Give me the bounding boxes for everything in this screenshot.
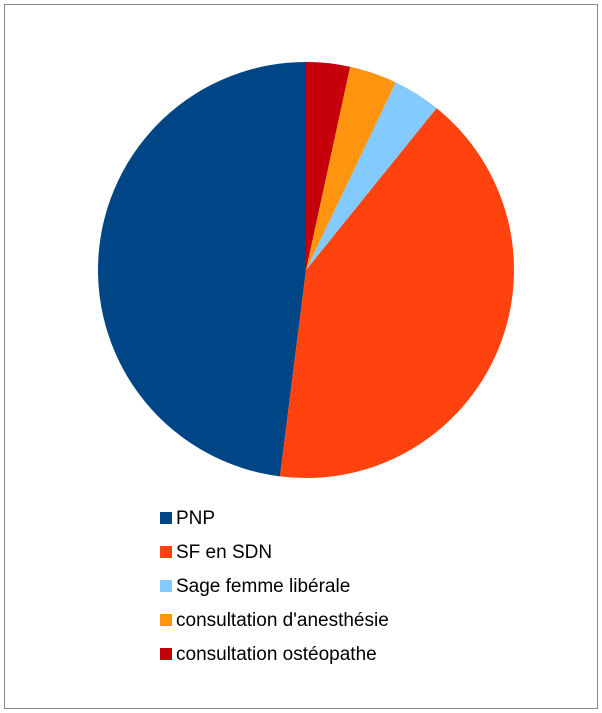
pie-slice	[279, 108, 514, 479]
legend-swatch	[160, 648, 172, 660]
legend-label: SF en SDN	[176, 542, 272, 563]
legend-label: consultation d'anesthésie	[176, 610, 389, 631]
pie-slice	[97, 62, 306, 477]
legend-label: Sage femme libérale	[176, 576, 350, 597]
legend-swatch	[160, 614, 172, 626]
legend-swatch	[160, 512, 172, 524]
pie-slice	[306, 66, 396, 270]
pie-slice	[306, 82, 437, 270]
legend-swatch	[160, 546, 172, 558]
pie-slice	[306, 62, 351, 270]
legend-label: PNP	[176, 508, 215, 529]
legend-label: consultation ostéopathe	[176, 644, 377, 665]
legend-swatch	[160, 580, 172, 592]
